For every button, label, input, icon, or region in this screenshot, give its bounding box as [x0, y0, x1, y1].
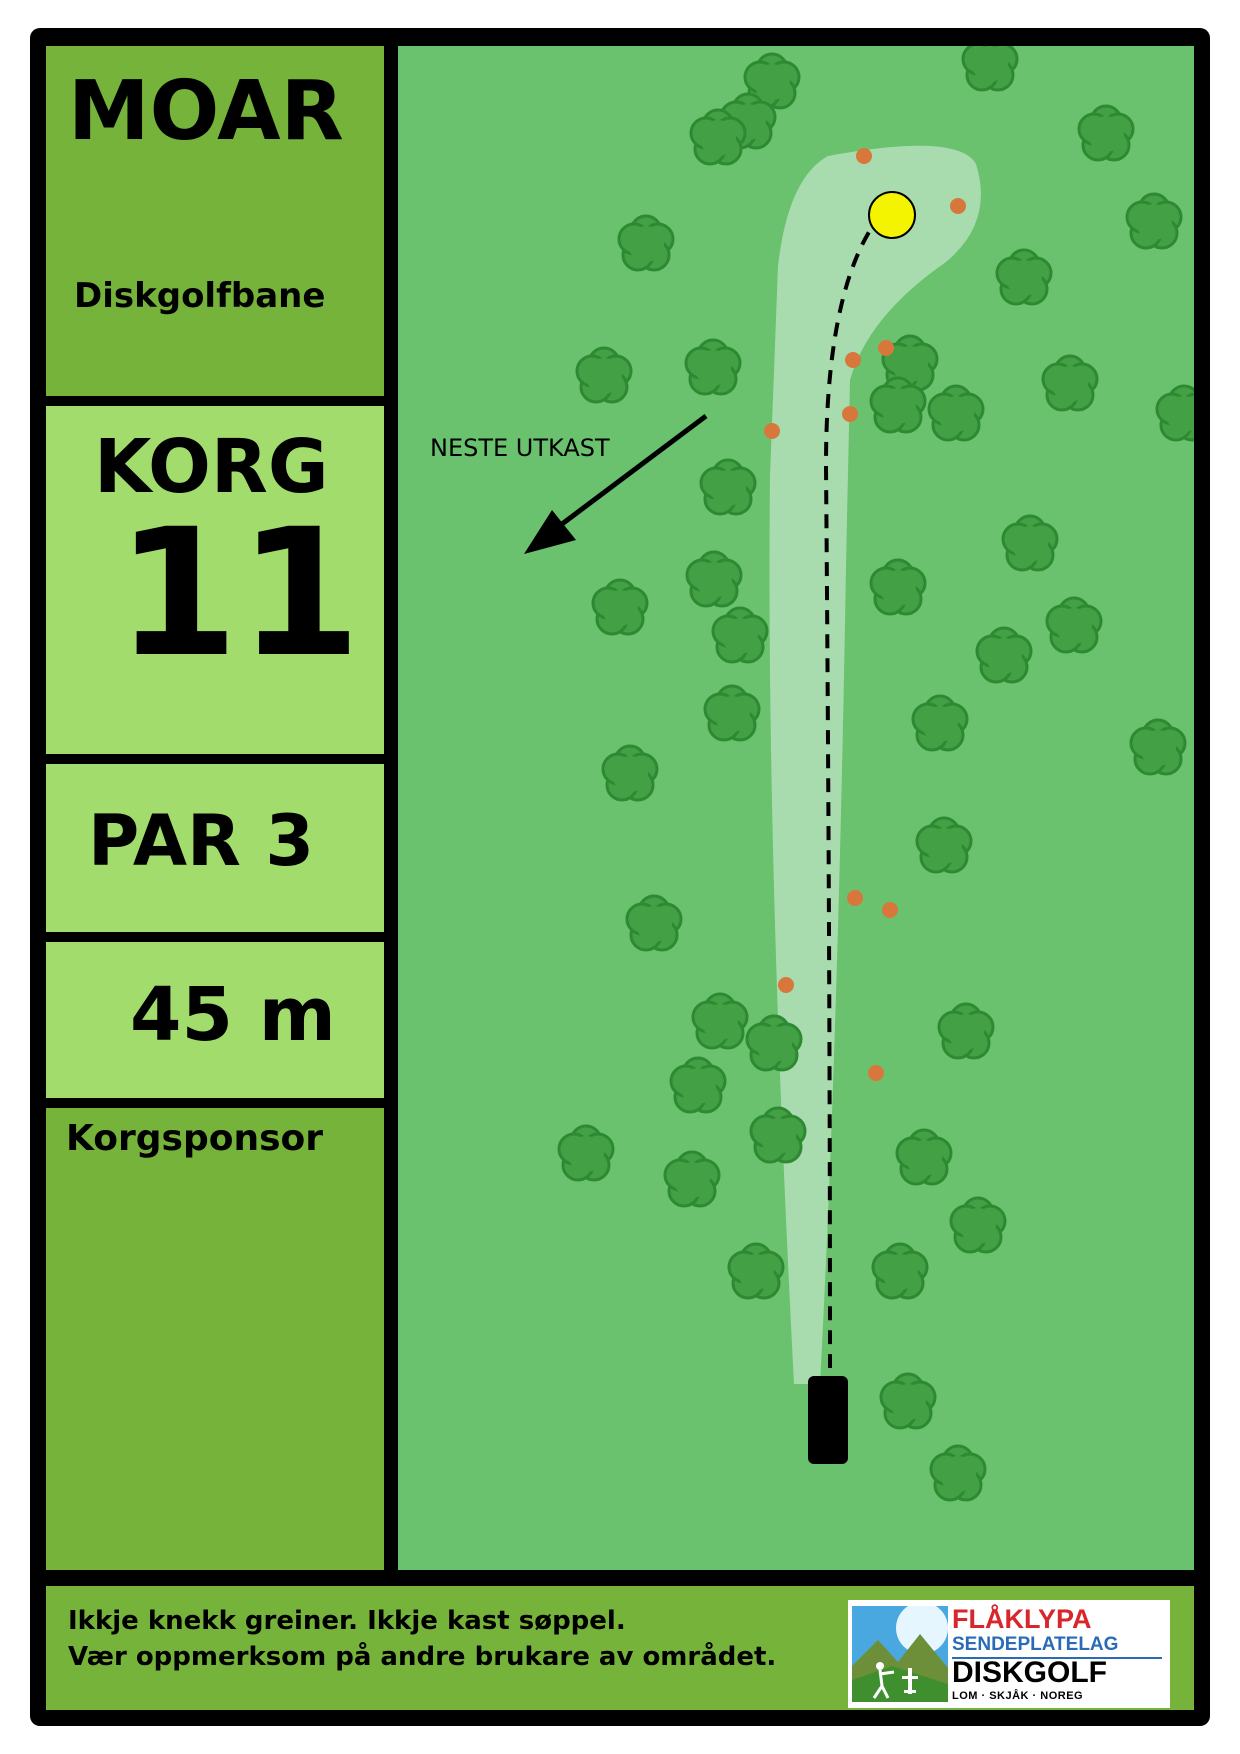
tree-icon	[617, 214, 675, 272]
tree-group	[557, 46, 1194, 1502]
tee-pad	[808, 1376, 848, 1464]
tree-icon	[1045, 596, 1103, 654]
hole-label: KORG	[94, 424, 329, 510]
flight-path	[823, 222, 876, 1369]
next-tee-arrow-head-icon	[524, 510, 576, 554]
tree-icon	[927, 384, 985, 442]
tree-icon	[869, 558, 927, 616]
tree-icon	[871, 1242, 929, 1300]
distance-value: 45 m	[130, 972, 336, 1058]
hole-number-panel: KORG 11	[46, 406, 384, 754]
tree-icon	[591, 578, 649, 636]
logo-divider	[952, 1657, 1162, 1659]
hole-number: 11	[116, 491, 361, 696]
tree-icon	[1041, 354, 1099, 412]
marker-dot	[868, 1065, 884, 1081]
course-name: MOAR	[68, 64, 344, 159]
disc-golf-badge-icon	[852, 1606, 948, 1702]
tree-icon	[995, 248, 1053, 306]
tree-icon	[669, 1056, 727, 1114]
tree-icon	[575, 346, 633, 404]
rule-line-2: Vær oppmerksom på andre brukare av områd…	[68, 1642, 777, 1672]
distance-panel: 45 m	[46, 942, 384, 1098]
tree-icon	[749, 1106, 807, 1164]
marker-dot	[847, 890, 863, 906]
marker-group	[764, 148, 966, 1081]
tree-icon	[1125, 192, 1183, 250]
marker-dot	[950, 198, 966, 214]
sponsor-label: Korgsponsor	[66, 1118, 323, 1159]
tree-icon	[691, 992, 749, 1050]
tree-icon	[1001, 514, 1059, 572]
next-tee-label: NESTE UTKAST	[430, 434, 610, 462]
tree-icon	[625, 894, 683, 952]
tree-icon	[975, 626, 1033, 684]
hole-map: NESTE UTKAST	[398, 46, 1194, 1570]
tree-icon	[1155, 384, 1194, 442]
tree-icon	[727, 1242, 785, 1300]
tree-icon	[949, 1196, 1007, 1254]
marker-dot	[878, 340, 894, 356]
marker-dot	[856, 148, 872, 164]
tree-icon	[689, 108, 747, 166]
tree-icon	[684, 338, 742, 396]
tree-icon	[703, 684, 761, 742]
next-tee-arrow-line	[552, 414, 708, 532]
sponsor-panel: Korgsponsor	[46, 1108, 384, 1570]
marker-dot	[778, 977, 794, 993]
tree-icon	[663, 1150, 721, 1208]
par-panel: PAR 3	[46, 764, 384, 932]
tree-icon	[557, 1124, 615, 1182]
tree-icon	[929, 1444, 987, 1502]
course-name-panel: MOAR Diskgolfbane	[46, 46, 384, 396]
marker-dot	[764, 423, 780, 439]
logo-line-2: SENDEPLATELAG	[952, 1634, 1119, 1655]
fairway	[769, 145, 981, 1384]
marker-dot	[845, 352, 861, 368]
footer-panel: Ikkje knekk greiner. Ikkje kast søppel. …	[46, 1586, 1194, 1710]
tree-icon	[743, 52, 801, 110]
tree-icon	[745, 1014, 803, 1072]
club-logo: FLÅKLYPA SENDEPLATELAG DISKGOLF LOM · SK…	[848, 1600, 1170, 1708]
tree-icon	[685, 550, 743, 608]
tree-icon	[601, 744, 659, 802]
tree-icon	[911, 694, 969, 752]
logo-line-4: LOM · SKJÅK · NOREG	[952, 1690, 1084, 1702]
logo-line-1: FLÅKLYPA	[952, 1604, 1092, 1634]
course-type: Diskgolfbane	[74, 276, 326, 316]
hole-map-drawing	[524, 46, 1194, 1502]
tree-icon	[961, 46, 1019, 92]
marker-dot	[842, 406, 858, 422]
tree-icon	[895, 1128, 953, 1186]
tree-icon	[869, 376, 927, 434]
rule-line-1: Ikkje knekk greiner. Ikkje kast søppel.	[68, 1606, 626, 1636]
par-value: PAR 3	[88, 800, 315, 882]
tree-icon	[711, 606, 769, 664]
logo-line-3: DISKGOLF	[952, 1656, 1107, 1689]
tree-icon	[1129, 718, 1187, 776]
tree-icon	[1077, 104, 1135, 162]
marker-dot	[882, 902, 898, 918]
tree-icon	[937, 1002, 995, 1060]
tree-icon	[915, 816, 973, 874]
basket-icon	[868, 191, 916, 239]
tree-icon	[879, 1372, 937, 1430]
tree-icon	[699, 458, 757, 516]
